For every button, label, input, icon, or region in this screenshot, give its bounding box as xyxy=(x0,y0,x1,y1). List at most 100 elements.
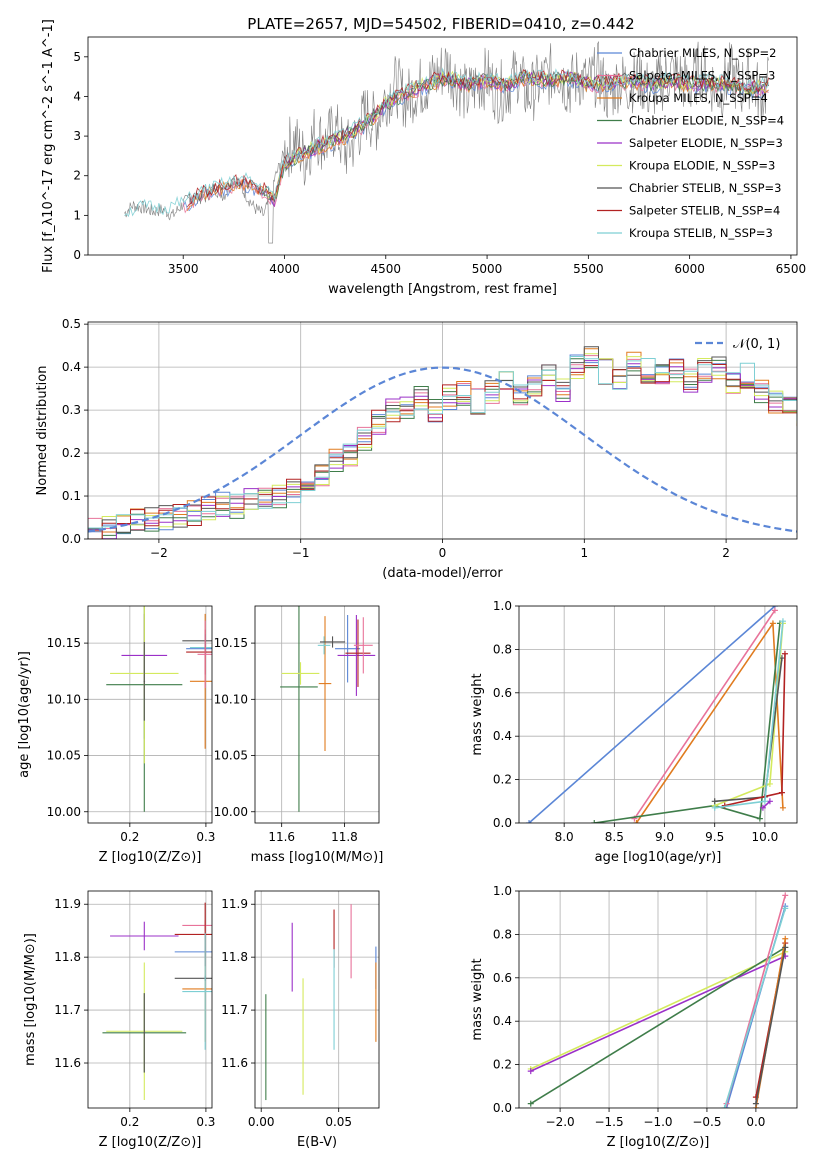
panel-residuals: −2 −1 0 1 2 0.0 0.1 0.2 0.3 0.4 0.5 (data-model)/er… xyxy=(35,317,798,581)
x-tick-label: 11.8 xyxy=(331,830,358,844)
plot-area xyxy=(255,891,379,1108)
plot-area xyxy=(519,606,797,823)
y-axis-label: Flux [f_λ10^-17 erg cm^-2 s^-1 A^-1] xyxy=(41,19,56,273)
legend: Chabrier MILES, N_SSP=2 Salpeter MILES, N… xyxy=(597,46,784,240)
x-tick-label: 0.00 xyxy=(248,1115,275,1129)
mass-weight-marker xyxy=(782,892,789,899)
x-tick-label: 0.3 xyxy=(196,1115,215,1129)
x-tick-label: 5000 xyxy=(472,262,503,276)
panel-massweight-vs-Z: −2.0 −1.5 −1.0 −0.5 0.0 0.0 0.2 0.4 0.6 0.8 1.0 Z [… xyxy=(470,884,798,1150)
x-tick-label: 8.5 xyxy=(605,830,624,844)
y-tick-label: 0.2 xyxy=(493,1058,512,1072)
x-axis-label: Z [log10(Z/Z⊙)] xyxy=(99,1135,202,1150)
data-point xyxy=(337,614,376,696)
y-tick-label: 0.0 xyxy=(62,532,81,546)
y-tick-label: 11.8 xyxy=(54,950,81,964)
data-point xyxy=(280,606,318,812)
x-axis-label: Z [log10(Z/Z⊙)] xyxy=(99,850,202,865)
y-tick-label: 0.3 xyxy=(62,403,81,417)
model-spectrum-line xyxy=(186,69,769,208)
mass-weight-marker xyxy=(782,944,789,951)
x-axis-label: wavelength [Angstrom, rest frame] xyxy=(328,282,557,297)
plot-area xyxy=(255,606,379,823)
mass-weight-marker xyxy=(778,789,785,796)
x-tick-label: 9.0 xyxy=(655,830,674,844)
mass-weight-marker xyxy=(759,804,766,811)
x-tick-label: 11.6 xyxy=(268,830,295,844)
mass-weight-marker xyxy=(766,780,773,787)
data-point xyxy=(345,619,371,687)
y-axis-label: Normed distribution xyxy=(35,366,50,496)
x-tick-label: 2 xyxy=(722,546,730,560)
y-tick-label: 10.15 xyxy=(214,636,248,650)
x-tick-label: 6500 xyxy=(776,262,807,276)
mass-weight-marker xyxy=(711,804,718,811)
mass-weight-line xyxy=(530,951,786,1070)
data-point xyxy=(353,617,373,674)
x-tick-label: 9.5 xyxy=(705,830,724,844)
y-tick-label: 0.6 xyxy=(493,686,512,700)
y-tick-label: 0.8 xyxy=(493,927,512,941)
y-tick-label: 10.10 xyxy=(47,692,81,706)
axes-frame xyxy=(87,890,213,1109)
histogram-step xyxy=(88,356,797,539)
panel-mass-vs-Z: 0.2 0.3 11.6 11.7 11.8 11.9 Z [log10(Z/Z⊙)] mas… xyxy=(23,890,215,1150)
x-tick-label: 0.0 xyxy=(746,1115,765,1129)
axes-frame xyxy=(87,36,798,256)
mass-weight-marker xyxy=(633,820,640,823)
plot-area xyxy=(88,322,797,539)
x-axis-label: (data-model)/error xyxy=(382,566,503,581)
mass-weight-marker xyxy=(526,820,533,823)
mass-weight-marker xyxy=(527,1068,534,1075)
mass-weight-marker xyxy=(711,798,718,805)
figure-title: PLATE=2657, MJD=54502, FIBERID=0410, z=0… xyxy=(247,15,634,33)
x-tick-label: −2 xyxy=(150,546,168,560)
y-tick-label: 0.2 xyxy=(62,446,81,460)
y-tick-label: 10.05 xyxy=(214,749,248,763)
y-tick-label: 11.7 xyxy=(221,1003,248,1017)
legend-entry: Salpeter MILES, N_SSP=3 xyxy=(629,69,775,83)
y-tick-label: 11.7 xyxy=(54,1003,81,1017)
y-tick-label: 0.4 xyxy=(493,1014,512,1028)
axes-frame xyxy=(87,321,798,540)
histogram-step xyxy=(88,358,797,539)
mass-weight-line xyxy=(762,800,771,809)
x-tick-label: 3500 xyxy=(168,262,199,276)
y-tick-label: 2 xyxy=(73,169,81,183)
mass-weight-line xyxy=(530,946,786,1105)
x-tick-label: −1 xyxy=(292,546,310,560)
mass-weight-marker xyxy=(752,1100,759,1107)
x-axis-label: Z [log10(Z/Z⊙)] xyxy=(607,1135,710,1150)
y-axis-label: mass weight xyxy=(470,673,485,755)
legend-entry: Salpeter STELIB, N_SSP=4 xyxy=(629,204,780,218)
x-tick-label: 8.0 xyxy=(555,830,574,844)
y-tick-label: 0.4 xyxy=(493,729,512,743)
y-tick-label: 10.15 xyxy=(47,636,81,650)
histogram-step xyxy=(88,359,797,539)
x-tick-label: 0.3 xyxy=(196,830,215,844)
y-tick-label: 0.4 xyxy=(62,360,81,374)
y-axis-label: mass [log10(M/M⊙)] xyxy=(23,933,38,1066)
panel-mass-vs-EBV: 0.00 0.05 11.6 11.7 11.8 11.9 E(B-V) xyxy=(221,890,380,1150)
mass-weight-marker xyxy=(769,620,776,627)
x-tick-label: 0 xyxy=(439,546,447,560)
x-tick-label: 5500 xyxy=(573,262,604,276)
y-tick-label: 11.9 xyxy=(221,897,248,911)
y-tick-label: 11.6 xyxy=(221,1056,248,1070)
y-tick-label: 11.8 xyxy=(221,950,248,964)
axes-frame xyxy=(254,605,380,824)
x-tick-label: −1.5 xyxy=(594,1115,623,1129)
y-tick-label: 11.6 xyxy=(54,1056,81,1070)
mass-weight-marker xyxy=(782,905,789,912)
y-tick-label: 10.10 xyxy=(214,692,248,706)
y-tick-label: 5 xyxy=(73,50,81,64)
x-tick-label: −0.5 xyxy=(692,1115,721,1129)
y-tick-label: 1.0 xyxy=(493,884,512,898)
y-axis-label: mass weight xyxy=(470,958,485,1040)
data-point xyxy=(110,921,179,951)
x-tick-label: −2.0 xyxy=(546,1115,575,1129)
data-point xyxy=(318,616,332,752)
data-point xyxy=(182,933,212,1050)
mass-weight-marker xyxy=(782,935,789,942)
x-axis-label: mass [log10(M/M⊙)] xyxy=(251,850,384,865)
